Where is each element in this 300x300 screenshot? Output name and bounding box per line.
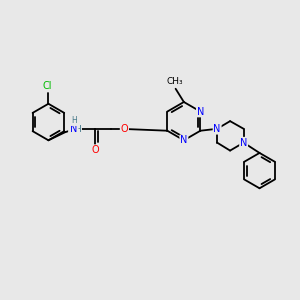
Text: CH₃: CH₃ [167, 77, 183, 86]
Text: H: H [71, 116, 77, 125]
Text: O: O [91, 145, 99, 155]
Text: O: O [121, 124, 128, 134]
Text: N: N [213, 124, 221, 134]
Text: N: N [197, 106, 204, 117]
Text: N: N [180, 135, 188, 145]
Text: N: N [240, 138, 247, 148]
Text: N: N [70, 124, 78, 134]
Text: Cl: Cl [42, 81, 52, 91]
Text: H: H [74, 124, 81, 134]
Text: N: N [69, 124, 76, 134]
